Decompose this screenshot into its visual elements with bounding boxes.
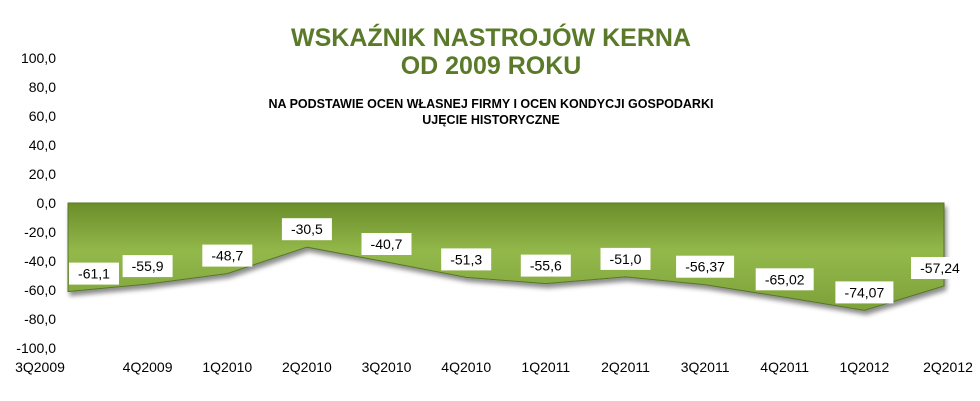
data-label-text: -40,7 [371, 236, 403, 252]
data-label-box [361, 233, 412, 255]
data-label-text: -65,02 [765, 271, 805, 287]
data-label-text: -30,5 [291, 221, 323, 237]
data-label-box [202, 244, 253, 267]
x-tick-label: 1Q2011 [521, 359, 570, 375]
data-label-text: -57,24 [920, 260, 960, 276]
data-label-text: -61,1 [78, 266, 110, 282]
data-label: -51,3 [441, 248, 492, 271]
y-tick-label: -20,0 [24, 224, 56, 240]
data-label-box [755, 268, 814, 291]
data-label-box [911, 257, 969, 279]
x-tick-label: 1Q2010 [202, 359, 252, 375]
data-labels: -61,1 -55,9 -48,7 -30,5 -40,7 -51,3 -55,6 -51,0… [69, 218, 969, 304]
x-tick-label: 2Q2012 [923, 359, 973, 375]
data-label: -55,9 [122, 255, 173, 278]
y-tick-label: 40,0 [29, 137, 56, 153]
chart-subtitle-line-2: UJĘCIE HISTORYCZNE [422, 113, 560, 127]
plot-area [67, 202, 945, 311]
chart-title-line-2: OD 2009 ROKU [401, 52, 582, 80]
data-label-box [122, 255, 173, 278]
x-tick-label: 3Q2009 [15, 359, 65, 375]
data-label: -30,5 [281, 218, 332, 241]
data-label-text: -56,37 [685, 259, 725, 275]
data-label-box [520, 254, 571, 277]
data-label: -56,37 [676, 255, 735, 278]
y-tick-label: 100,0 [21, 50, 56, 66]
data-label-box [600, 247, 651, 270]
data-label: -57,24 [911, 257, 969, 279]
y-tick-label: 0,0 [37, 195, 57, 211]
data-label: -48,7 [202, 244, 253, 267]
chart-subtitle-line-1: NA PODSTAWIE OCEN WŁASNEJ FIRMY I OCEN K… [269, 97, 714, 111]
data-label: -74,07 [835, 281, 894, 304]
data-label: -40,7 [361, 233, 412, 255]
data-label-text: -51,3 [450, 251, 482, 267]
data-label-text: -48,7 [211, 248, 243, 264]
data-label: -51,0 [600, 247, 651, 270]
data-label-text: -55,6 [530, 258, 562, 274]
data-label-box [835, 281, 894, 304]
x-tick-label: 4Q2010 [441, 359, 491, 375]
y-tick-label: 60,0 [29, 108, 56, 124]
x-tick-label: 4Q2009 [123, 359, 173, 375]
data-label-text: -55,9 [132, 258, 164, 274]
data-label-text: -51,0 [610, 251, 642, 267]
data-label: -55,6 [520, 254, 571, 277]
y-axis: 100,0 80,0 60,0 40,0 20,0 0,0 -20,0 -40,0 -60,0 -… [16, 50, 56, 356]
data-label-box [281, 218, 332, 241]
x-tick-label: 4Q2011 [760, 359, 809, 375]
y-tick-label: 20,0 [29, 166, 56, 182]
data-label-box [69, 262, 119, 285]
area-series [67, 202, 945, 311]
y-tick-label: -100,0 [16, 340, 56, 356]
data-label-box [676, 255, 735, 278]
x-tick-label: 1Q2012 [839, 359, 889, 375]
y-tick-label: -40,0 [24, 253, 56, 269]
data-label-box [441, 248, 492, 271]
x-axis: 3Q2009 4Q2009 1Q2010 2Q2010 3Q2010 4Q2010 1Q20… [15, 359, 973, 375]
data-label-text: -74,07 [845, 284, 885, 300]
x-tick-label: 3Q2010 [362, 359, 412, 375]
data-label: -65,02 [755, 268, 814, 291]
y-tick-label: -60,0 [24, 282, 56, 298]
x-tick-label: 2Q2010 [282, 359, 332, 375]
y-tick-label: -80,0 [24, 311, 56, 327]
data-label: -61,1 [69, 262, 119, 285]
x-tick-label: 3Q2011 [681, 359, 730, 375]
x-tick-label: 2Q2011 [601, 359, 650, 375]
y-tick-label: 80,0 [29, 79, 56, 95]
chart-title-line-1: WSKAŹNIK NASTROJÓW KERNA [291, 22, 691, 52]
